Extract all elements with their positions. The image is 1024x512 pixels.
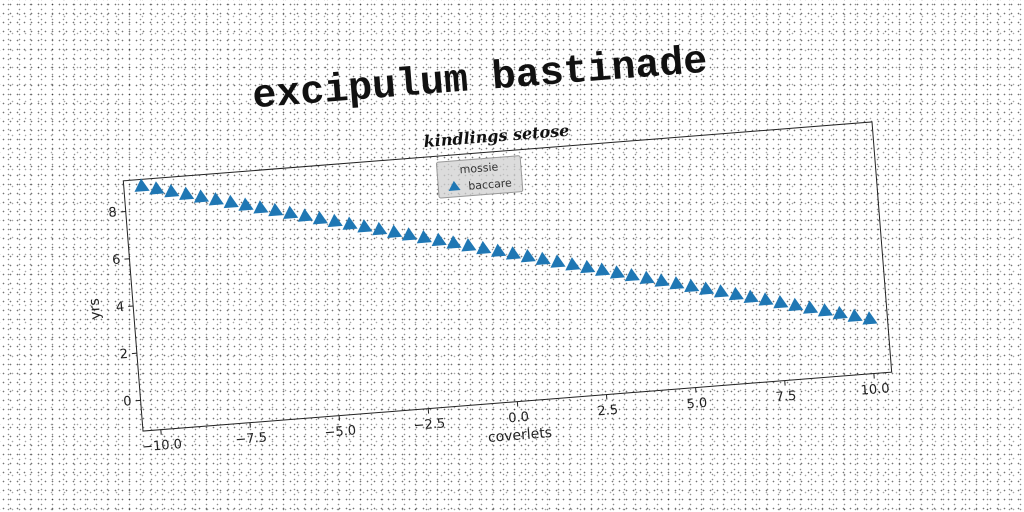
data-point-triangle — [134, 178, 150, 192]
data-point-triangle — [208, 192, 224, 206]
x-axis-ticks: −10.0 −7.5 −5.0 −2.5 0.0 2.5 5.0 7.5 10.0 — [142, 373, 890, 455]
x-tick-label: 5.0 — [686, 396, 708, 413]
data-point-triangle — [550, 254, 566, 268]
chart-rotated-group: −10.0 −7.5 −5.0 −2.5 0.0 2.5 5.0 7.5 10.0 02468 … — [86, 121, 893, 455]
data-point-triangle — [773, 295, 789, 309]
y-tick-label: 2 — [119, 347, 128, 363]
chart-title: kindlings setose — [423, 121, 570, 151]
data-point-triangle — [238, 197, 254, 211]
data-point-triangle — [862, 311, 878, 325]
data-point-triangle — [372, 221, 388, 236]
x-tick-label: −7.5 — [235, 430, 268, 447]
data-point-triangle — [624, 267, 640, 282]
data-point-triangle — [698, 281, 715, 295]
data-point-triangle — [268, 202, 284, 217]
data-point-triangle — [327, 213, 343, 228]
data-point-triangle — [491, 243, 507, 257]
y-tick-label: 8 — [108, 205, 117, 221]
data-point-triangle — [461, 238, 477, 252]
data-point-triangle — [758, 292, 774, 306]
data-point-triangle — [743, 289, 759, 303]
data-point-triangle — [639, 270, 655, 285]
data-point-triangle — [728, 286, 744, 301]
y-axis-label: yrs — [86, 298, 104, 321]
data-point-triangle — [595, 262, 611, 276]
legend: mossie baccare — [435, 155, 524, 199]
x-tick-label: 7.5 — [775, 389, 797, 406]
data-point-triangle — [253, 200, 269, 214]
legend-title: mossie — [459, 160, 499, 176]
data-point-triangle — [431, 232, 447, 247]
data-point-triangle — [297, 208, 314, 222]
data-point-triangle — [847, 308, 863, 322]
y-tick-label: 4 — [115, 300, 124, 316]
legend-marker-triangle — [448, 180, 461, 191]
data-point-triangle — [149, 181, 165, 195]
legend-entry-label: baccare — [468, 176, 513, 192]
x-tick-label: −10.0 — [142, 437, 183, 455]
data-point-triangle — [164, 183, 180, 198]
data-point-triangle — [193, 189, 210, 203]
data-point-triangle — [654, 273, 670, 287]
data-point-triangle — [446, 235, 462, 249]
data-point-triangle — [357, 219, 373, 233]
data-point-triangle — [416, 230, 432, 244]
x-tick-label: 10.0 — [860, 381, 890, 398]
data-point-triangle — [684, 278, 700, 293]
data-point-triangle — [802, 300, 819, 314]
x-tick-label: 2.5 — [597, 403, 619, 420]
data-point-triangle — [713, 284, 729, 298]
data-point-triangle — [505, 246, 522, 260]
x-axis-label: coverlets — [487, 425, 552, 446]
data-point-triangle — [179, 186, 195, 201]
data-point-triangle — [609, 265, 626, 279]
x-tick-label: −5.0 — [324, 423, 357, 440]
data-point-triangle — [401, 227, 418, 241]
data-point-triangle — [832, 305, 848, 320]
data-point-triangle — [283, 205, 299, 219]
data-point-triangle — [520, 248, 536, 263]
data-point-triangle — [535, 251, 551, 266]
data-points — [134, 178, 878, 325]
data-point-triangle — [817, 303, 833, 317]
x-tick-label: −2.5 — [413, 416, 446, 433]
data-point-triangle — [476, 240, 492, 255]
data-point-triangle — [387, 224, 403, 238]
x-tick-label: 0.0 — [508, 410, 530, 427]
y-axis-ticks: 0 2 4 6 8 — [108, 205, 141, 410]
data-point-triangle — [669, 276, 685, 290]
data-point-triangle — [788, 297, 804, 312]
y-tick-label: 0 — [123, 394, 132, 410]
data-point-triangle — [342, 216, 358, 230]
data-point-triangle — [580, 259, 596, 274]
y-tick-label: 6 — [112, 252, 121, 268]
data-point-triangle — [312, 211, 328, 225]
data-point-triangle — [565, 257, 581, 271]
data-point-triangle — [223, 194, 239, 209]
